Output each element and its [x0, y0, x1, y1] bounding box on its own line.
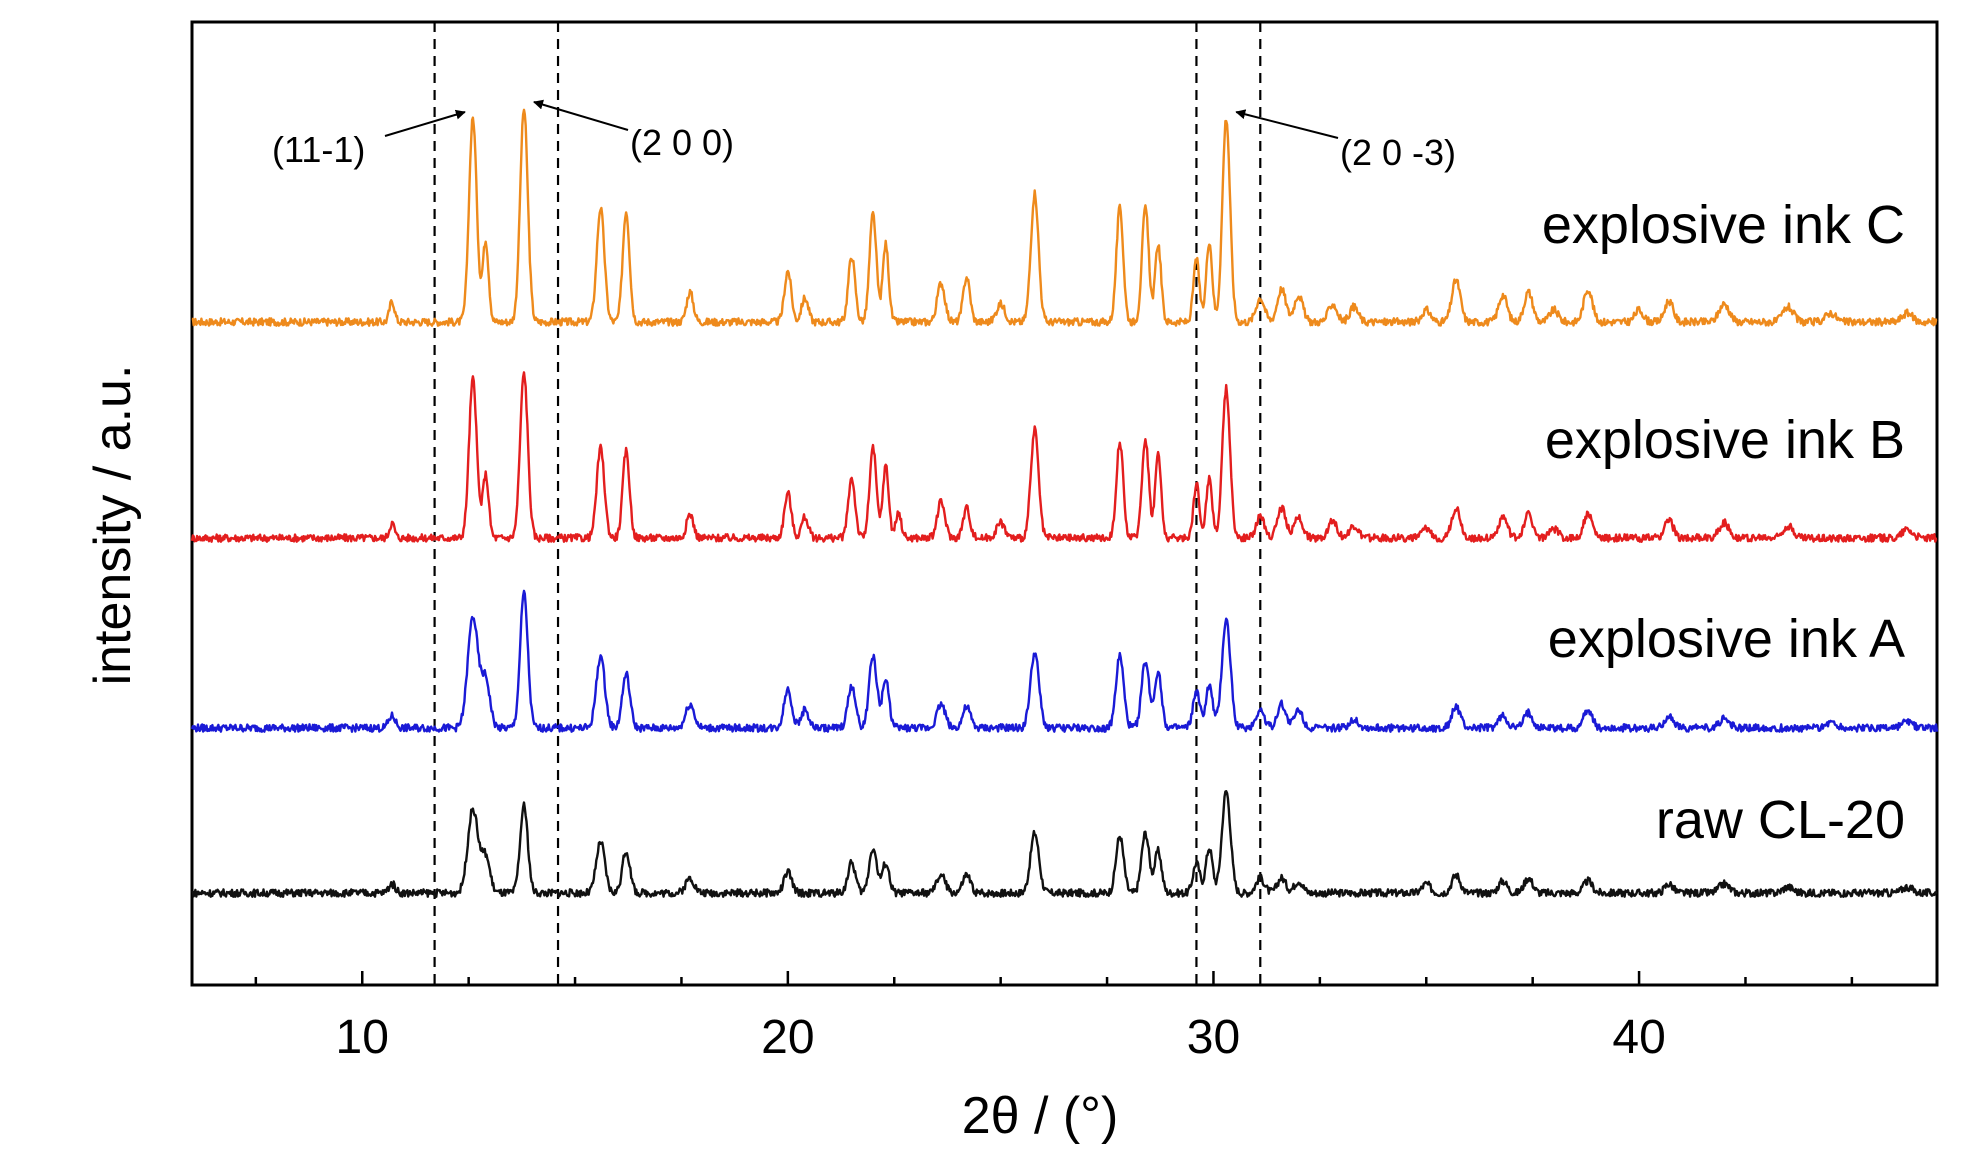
trace-raw-cl-20 — [191, 790, 1938, 898]
series-label-2: explosive ink B — [1545, 410, 1905, 470]
y-axis-title: intensity / a.u. — [84, 365, 142, 686]
trace-explosive-ink-b — [190, 371, 1938, 543]
x-tick-label: 30 — [1187, 1011, 1240, 1064]
peak-annotation-label: (11-1) — [272, 129, 365, 170]
annotation-arrow — [533, 99, 629, 131]
trace-explosive-ink-c — [191, 108, 1938, 327]
x-tick-label: 20 — [761, 1011, 814, 1064]
plot-frame — [190, 20, 1939, 987]
peak-annotation-label: (2 0 -3) — [1340, 132, 1456, 173]
series-label-1: explosive ink C — [1542, 195, 1905, 255]
x-tick-label: 10 — [336, 1011, 389, 1064]
diffraction-traces — [190, 108, 1939, 898]
series-label-4: raw CL-20 — [1656, 790, 1905, 850]
series-labels: explosive ink C explosive ink B explosive … — [1542, 195, 1905, 850]
peak-annotations: (11-1) (2 0 0) (2 0 -3) — [272, 99, 1456, 173]
reference-lines — [433, 22, 1262, 985]
x-axis: 10 20 30 40 — [254, 971, 1854, 1064]
series-label-3: explosive ink A — [1548, 609, 1905, 669]
trace-explosive-ink-a — [190, 589, 1939, 733]
annotation-arrow — [384, 109, 466, 137]
x-tick-label: 40 — [1612, 1011, 1665, 1064]
peak-annotation-label: (2 0 0) — [630, 122, 734, 163]
annotation-arrow — [1235, 109, 1339, 139]
x-axis-title: 2θ / (°) — [962, 1087, 1119, 1145]
